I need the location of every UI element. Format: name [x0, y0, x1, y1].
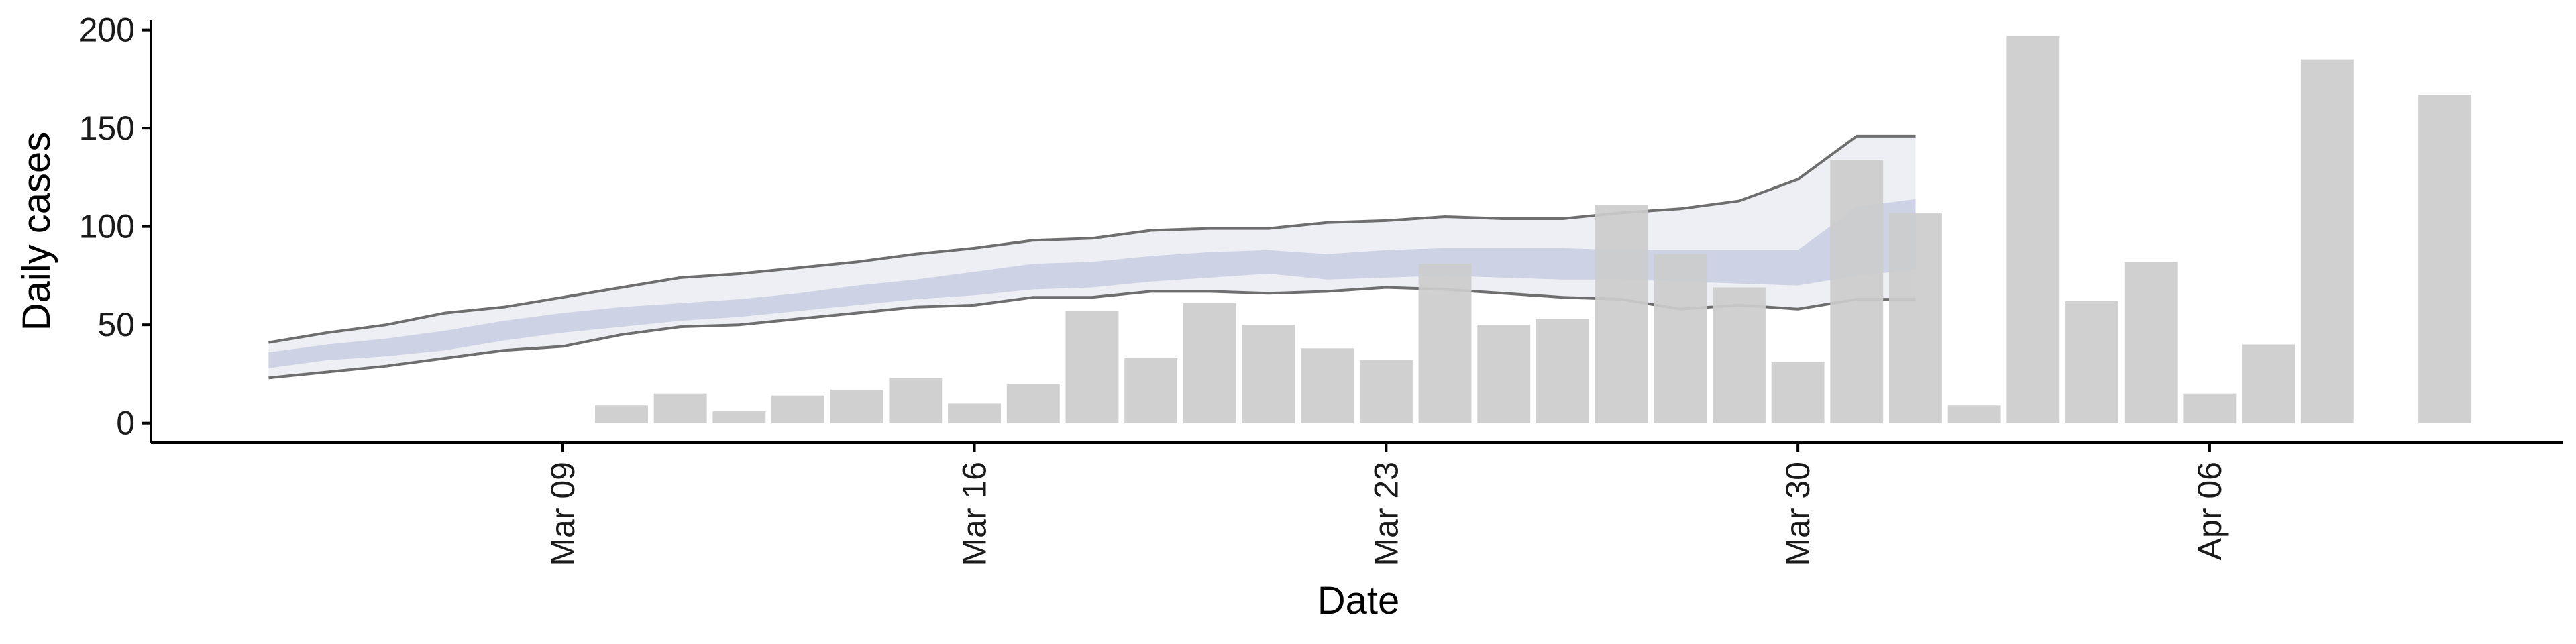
bar	[830, 389, 883, 423]
bar	[1771, 362, 1825, 423]
bar	[948, 403, 1001, 423]
y-tick-label: 50	[97, 306, 135, 343]
bar	[1536, 319, 1589, 423]
bar	[1124, 358, 1178, 423]
bar	[2242, 344, 2295, 423]
bar	[1183, 303, 1236, 423]
bar	[1830, 160, 1884, 423]
bar	[2300, 59, 2354, 423]
bar	[2183, 393, 2237, 423]
x-tick-label: Mar 09	[544, 462, 582, 566]
bar	[771, 395, 824, 423]
y-tick-label: 150	[79, 109, 135, 147]
bar	[1242, 325, 1295, 423]
bar	[1713, 287, 1766, 423]
bar	[2065, 301, 2118, 423]
bar	[1301, 348, 1354, 423]
case-bars	[595, 36, 2472, 423]
bar	[2418, 95, 2472, 423]
x-tick-label: Mar 16	[956, 462, 994, 566]
inner-interval-band	[268, 199, 1916, 368]
bar	[889, 378, 943, 423]
bar	[1065, 311, 1119, 423]
y-tick-label: 0	[116, 405, 135, 442]
bar	[2006, 36, 2060, 423]
y-tick-label: 200	[79, 11, 135, 49]
x-tick-label: Apr 06	[2191, 462, 2229, 560]
bar	[1418, 264, 1472, 423]
bar	[1595, 205, 1648, 423]
bar	[1889, 213, 1942, 423]
bar	[1006, 384, 1060, 423]
y-tick-label: 100	[79, 208, 135, 246]
bar	[712, 411, 766, 423]
x-tick-label: Mar 30	[1779, 462, 1817, 566]
y-axis-title: Daily cases	[15, 132, 58, 331]
bar	[2124, 262, 2178, 423]
bar	[1654, 254, 1707, 423]
bar	[595, 405, 648, 423]
x-axis-title: Date	[1318, 579, 1400, 623]
bar	[1359, 360, 1413, 423]
x-tick-label: Mar 23	[1367, 462, 1405, 566]
axes: 0 50 100 150 200 Mar 09 Mar 16 Mar 23 Mar 30 Apr …	[79, 11, 2563, 566]
bar	[653, 393, 707, 423]
bar	[1477, 325, 1531, 423]
bar	[1947, 405, 2001, 423]
